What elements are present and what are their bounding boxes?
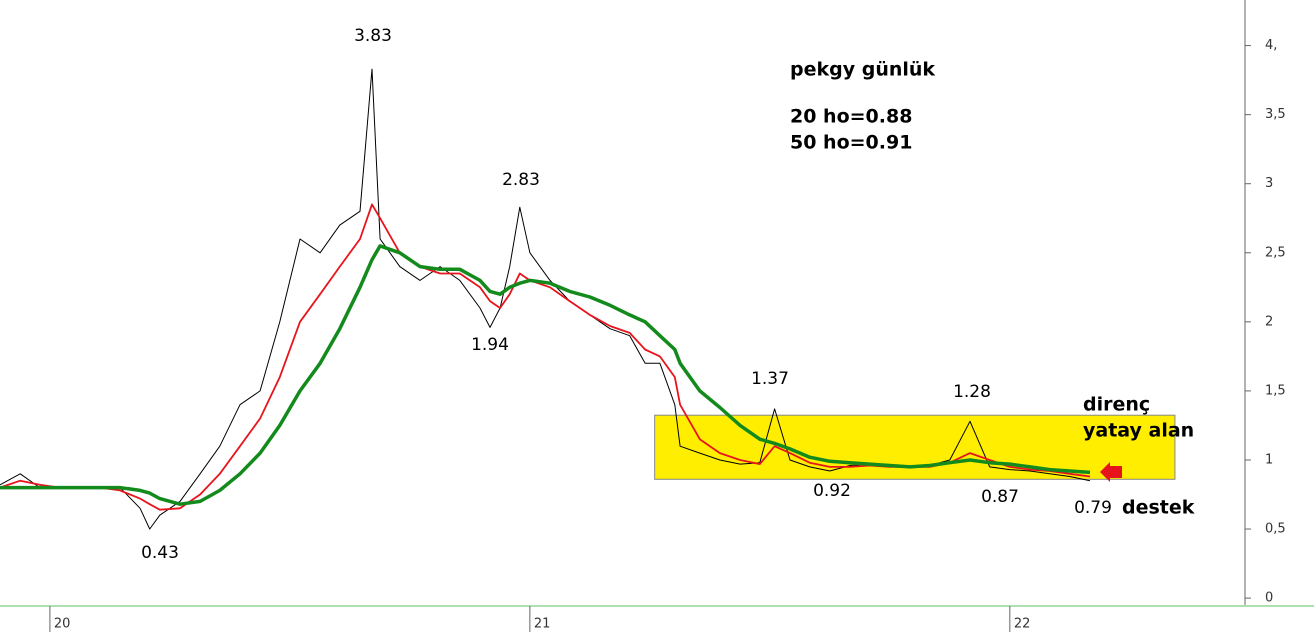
y-tick-label: 1,5 — [1265, 383, 1286, 398]
y-tick-label: 0,5 — [1265, 522, 1286, 537]
annotation: direnç — [1083, 394, 1150, 416]
y-tick-label: 3 — [1265, 176, 1273, 191]
y-tick-label: 1 — [1265, 452, 1273, 467]
y-tick-label: 0 — [1265, 591, 1273, 606]
annotation: 0.79 — [1074, 498, 1112, 518]
annotation: yatay alan — [1083, 420, 1194, 442]
y-tick-label: 4, — [1265, 38, 1277, 53]
y-tick-label: 2,5 — [1265, 245, 1286, 260]
annotation: 1.94 — [471, 335, 509, 355]
annotation: 2.83 — [502, 170, 540, 190]
y-tick-label: 3,5 — [1265, 107, 1286, 122]
chart-title: pekgy günlük — [790, 59, 935, 81]
series-line — [0, 244, 1091, 506]
annotation: 0.43 — [141, 543, 179, 563]
x-tick-label: 21 — [534, 617, 551, 632]
x-tick-label: 20 — [54, 617, 71, 632]
x-tick-label: 22 — [1014, 617, 1031, 632]
annotation: 0.92 — [813, 481, 851, 501]
arrow — [1100, 462, 1122, 482]
annotation: 3.83 — [354, 26, 392, 46]
y-tick-label: 2 — [1265, 314, 1273, 329]
annotation: destek — [1122, 497, 1195, 519]
annotation: 1.28 — [953, 382, 991, 402]
annotation: 1.37 — [751, 369, 789, 389]
subtitle: 20 ho=0.88 — [790, 106, 912, 128]
annotation: 0.87 — [981, 487, 1019, 507]
subtitle: 50 ho=0.91 — [790, 132, 912, 154]
